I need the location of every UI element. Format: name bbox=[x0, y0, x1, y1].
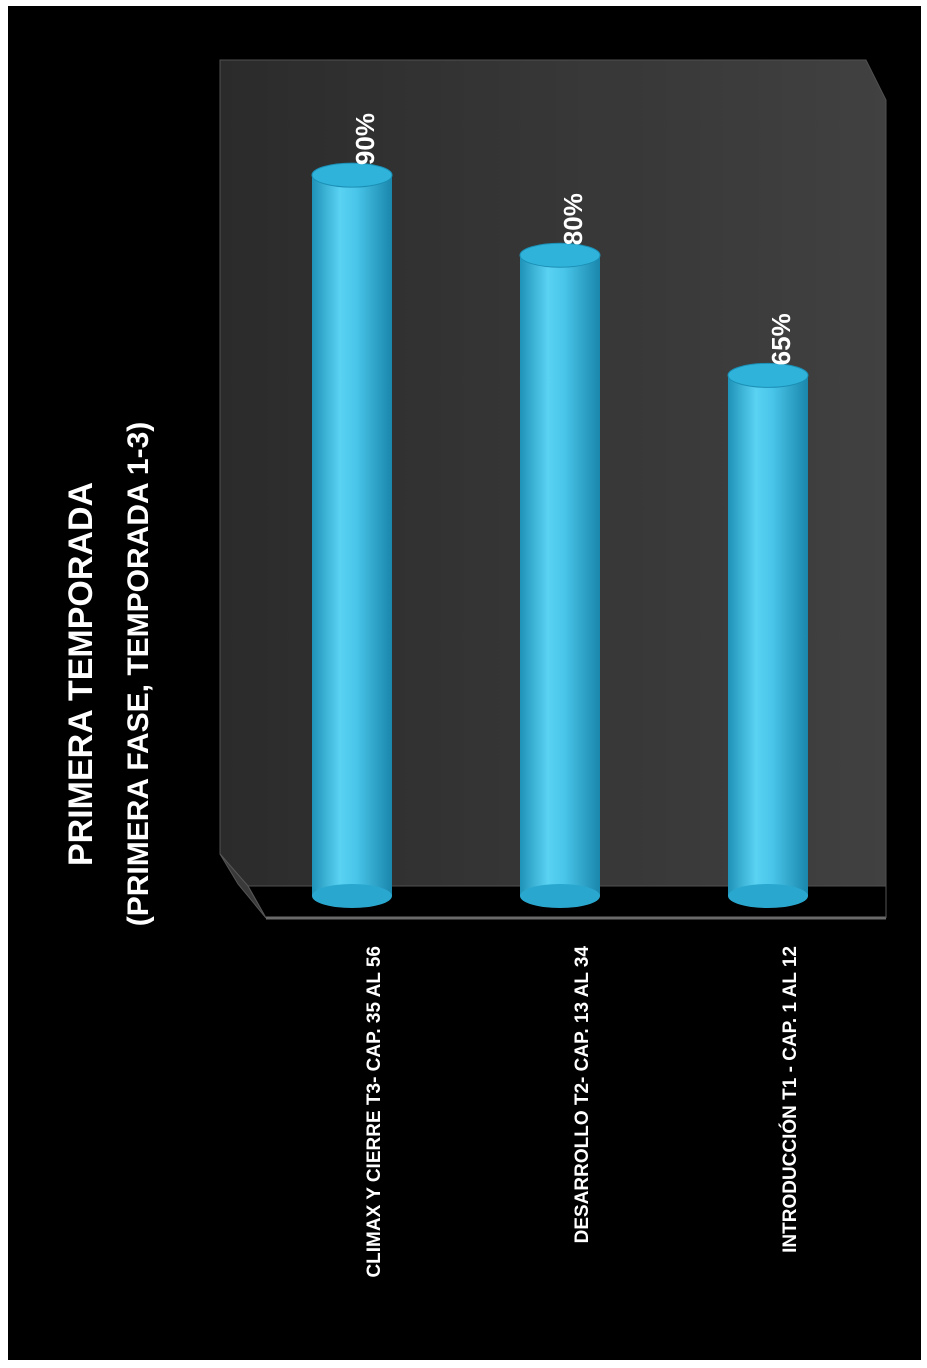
chart-subtitle: (PRIMERA FASE, TEMPORADA 1-3) bbox=[122, 422, 155, 926]
bar-1-base bbox=[312, 884, 392, 908]
bar-3 bbox=[728, 375, 808, 897]
data-label-1: 90% bbox=[350, 113, 380, 165]
bar-2-base bbox=[520, 884, 600, 908]
chart-frame: PRIMERA TEMPORADA (PRIMERA FASE, TEMPORA… bbox=[8, 6, 921, 1360]
bar-3-base bbox=[728, 884, 808, 908]
bars-group: 90% 80% 65% bbox=[311, 113, 809, 908]
bar-chart: PRIMERA TEMPORADA (PRIMERA FASE, TEMPORA… bbox=[62, 59, 887, 1278]
plot-edge bbox=[247, 885, 267, 919]
bar-2 bbox=[520, 255, 600, 896]
bar-3-top bbox=[727, 362, 809, 388]
bar-1 bbox=[312, 175, 392, 897]
category-labels: CLIMAX Y CIERRE T3- CAP. 35 AL 56 DESARRO… bbox=[364, 946, 801, 1278]
bar-1-top bbox=[311, 162, 393, 188]
bar-2-top bbox=[519, 242, 601, 268]
data-label-2: 80% bbox=[558, 193, 588, 245]
category-label-1: CLIMAX Y CIERRE T3- CAP. 35 AL 56 bbox=[364, 946, 385, 1278]
chart-title: PRIMERA TEMPORADA bbox=[62, 482, 100, 866]
category-label-3: INTRODUCCIÓN T1 - CAP. 1 AL 12 bbox=[779, 946, 801, 1253]
data-label-3: 65% bbox=[766, 313, 796, 365]
category-label-2: DESARROLLO T2- CAP. 13 AL 34 bbox=[572, 946, 593, 1244]
